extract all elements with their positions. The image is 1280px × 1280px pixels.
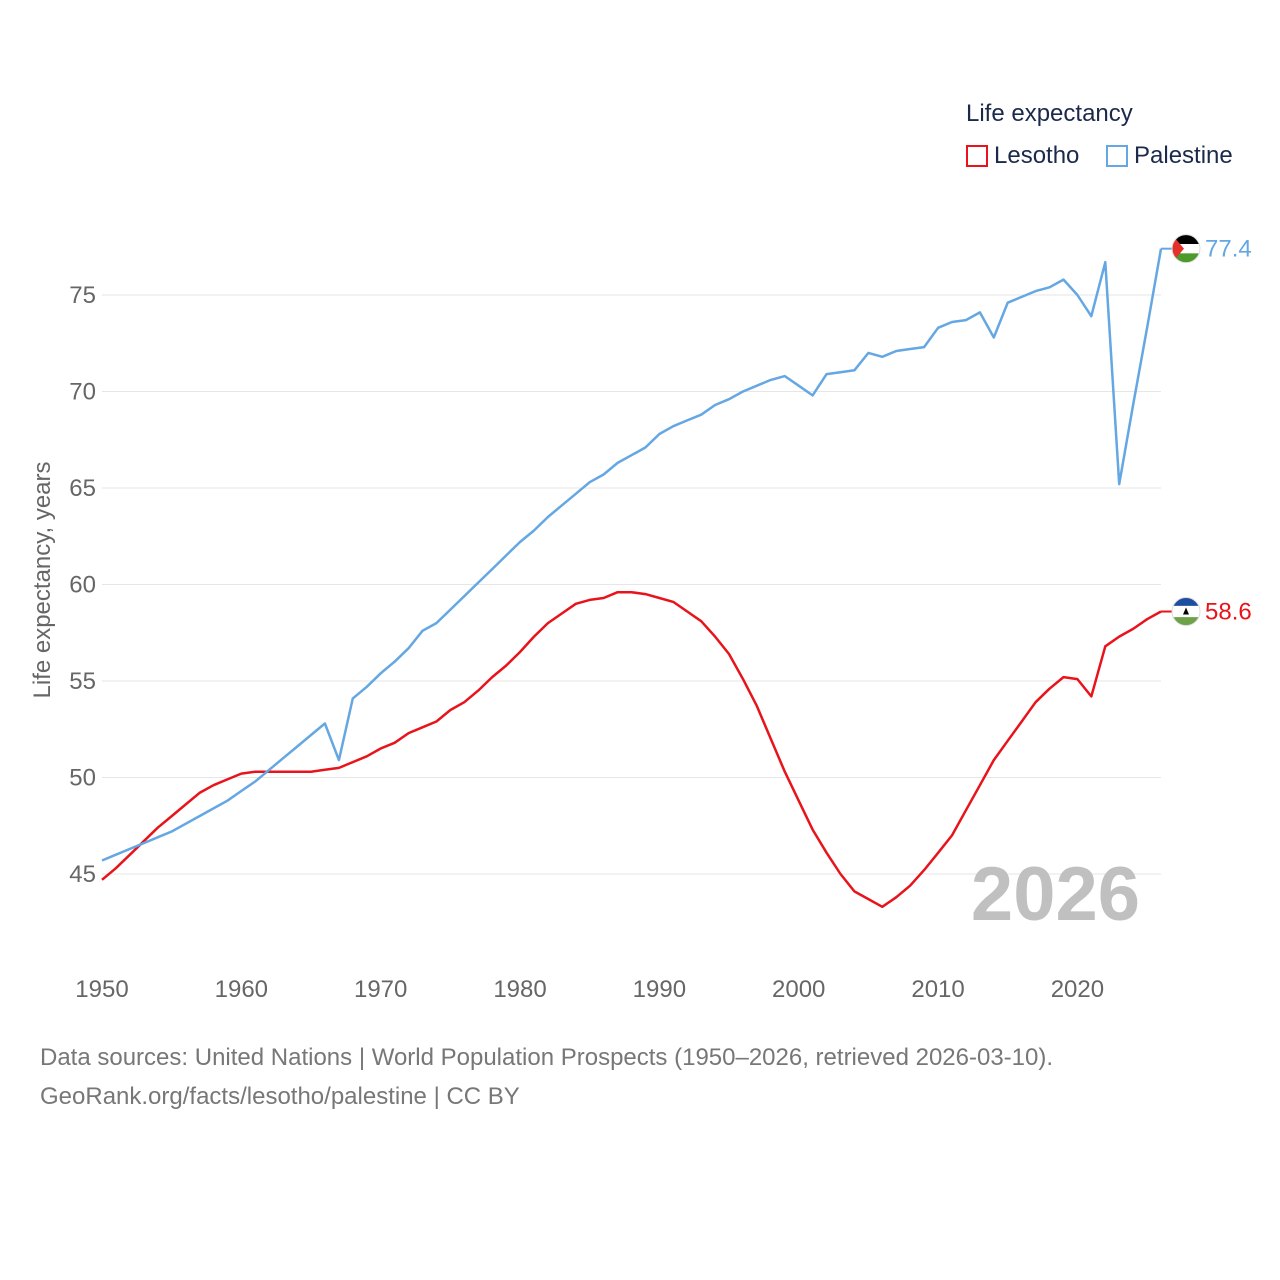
y-axis-label: Life expectancy, years <box>29 461 56 698</box>
x-tick-label: 1970 <box>354 976 407 1003</box>
gridlines <box>102 294 1161 875</box>
series-line-palestine[interactable] <box>101 248 1163 862</box>
legend-swatch-palestine <box>1106 145 1128 167</box>
y-tick-label: 45 <box>69 861 96 888</box>
legend-item-lesotho[interactable]: Lesotho <box>966 142 1079 170</box>
x-tick-label: 2000 <box>772 976 825 1003</box>
y-tick-label: 75 <box>69 282 96 309</box>
y-axis-ticks: 45 50 55 60 65 70 75 <box>69 282 96 888</box>
x-tick-label: 2020 <box>1051 976 1104 1003</box>
legend-label-palestine: Palestine <box>1134 142 1233 169</box>
legend-swatch-lesotho <box>966 145 988 167</box>
legend-label-lesotho: Lesotho <box>994 142 1080 169</box>
y-tick-label: 55 <box>69 668 96 695</box>
series-line-lesotho[interactable] <box>101 590 1162 909</box>
y-tick-label: 65 <box>69 475 96 502</box>
x-tick-label: 1950 <box>75 976 128 1003</box>
year-watermark: 2026 <box>971 852 1140 937</box>
legend-title: Life expectancy <box>966 100 1133 127</box>
end-label-palestine: 77.4 <box>1205 236 1252 263</box>
y-tick-label: 50 <box>69 765 96 792</box>
x-tick-label: 1960 <box>215 976 268 1003</box>
end-markers: 58.6 77.4 <box>1161 234 1252 627</box>
x-tick-label: 1980 <box>493 976 546 1003</box>
legend-item-palestine[interactable]: Palestine <box>1106 142 1233 170</box>
footer-link[interactable]: GeoRank.org/facts/lesotho/palestine | CC… <box>40 1083 520 1110</box>
footer-sources: Data sources: United Nations | World Pop… <box>40 1044 1054 1071</box>
x-tick-label: 2010 <box>911 976 964 1003</box>
y-tick-label: 60 <box>69 572 96 599</box>
end-label-lesotho: 58.6 <box>1205 599 1252 626</box>
y-tick-label: 70 <box>69 379 96 406</box>
x-tick-label: 1990 <box>633 976 686 1003</box>
palestine-flag-icon <box>1171 234 1201 264</box>
series-lines <box>101 248 1163 909</box>
lesotho-flag-icon <box>1171 597 1201 627</box>
x-axis-ticks: 1950 1960 1970 1980 1990 2000 2010 2020 <box>75 976 1104 1003</box>
